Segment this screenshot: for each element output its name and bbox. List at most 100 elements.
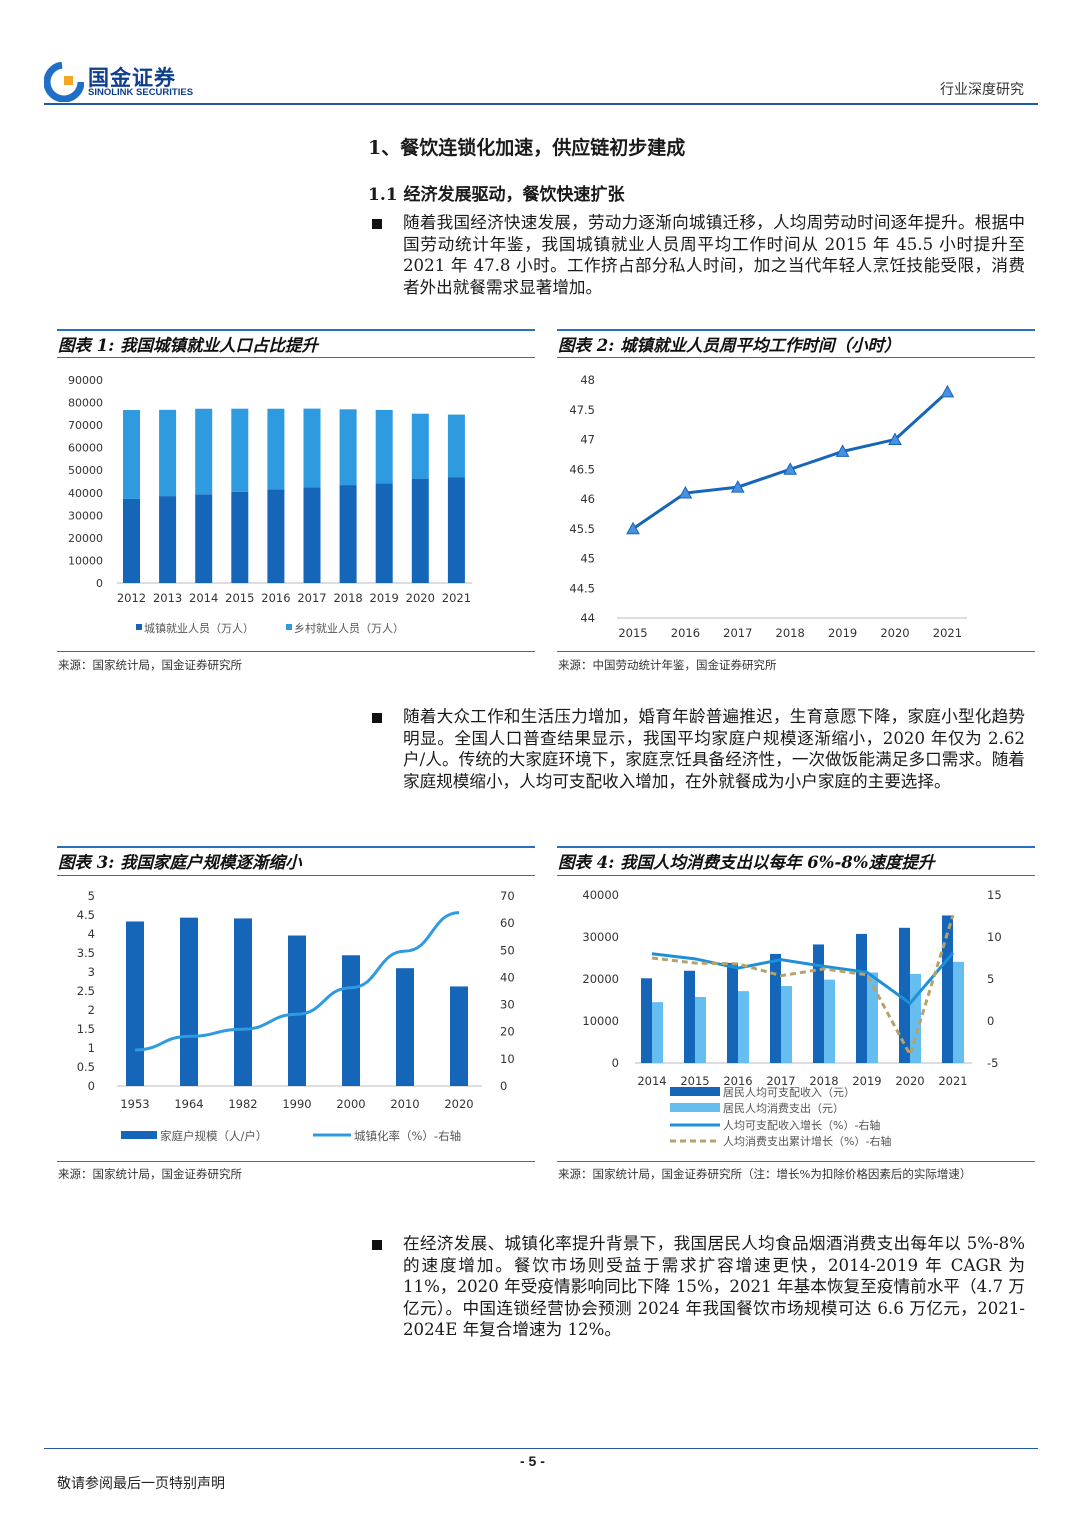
bar-disposable-income xyxy=(813,944,824,1063)
x-tick-label: 1982 xyxy=(228,1097,257,1111)
consumption-growth-line xyxy=(651,914,955,1059)
bar-disposable-income xyxy=(942,915,953,1063)
x-tick-label: 2015 xyxy=(618,626,647,640)
y-tick-label: 45 xyxy=(580,552,595,566)
y-tick-label: 90000 xyxy=(68,374,103,387)
fig2-chart: 44 44.5 45 45.5 46 46.5 47 47.5 48 2015 2016 2017 20… xyxy=(569,373,967,640)
y-tick-label: 20000 xyxy=(582,972,619,986)
fig4-chart: 0 10000 20000 30000 40000 -5 0 5 10 15 2014 2015 201… xyxy=(582,888,1002,1148)
x-tick-label: 2021 xyxy=(933,626,962,640)
bar-urban xyxy=(195,494,213,583)
y-tick-label: 4.5 xyxy=(77,908,95,922)
bar-consumption xyxy=(824,979,835,1063)
legend-swatch xyxy=(286,624,292,630)
data-point xyxy=(888,432,902,445)
fig2-source: 来源：中国劳动统计年鉴，国金证券研究所 xyxy=(558,658,777,672)
bar-disposable-income xyxy=(856,933,867,1063)
legend-swatch-bars xyxy=(121,1131,157,1139)
legend-label: 居民人均消费支出（元） xyxy=(723,1101,844,1115)
bar-consumption xyxy=(867,972,878,1063)
legend-swatch xyxy=(670,1087,720,1096)
x-tick-label: 2010 xyxy=(390,1097,419,1111)
bullet-1 xyxy=(372,219,382,229)
data-point xyxy=(730,480,745,493)
bar-household-size xyxy=(450,986,468,1086)
footer-rule xyxy=(44,1448,1038,1449)
y2-tick-label: 70 xyxy=(500,889,515,903)
y-tick-label: 3 xyxy=(88,965,95,979)
x-tick-label: 2020 xyxy=(880,626,909,640)
y-tick-label: 20000 xyxy=(68,532,103,545)
y-tick-label: 2 xyxy=(88,1003,95,1017)
y-tick-label: 60000 xyxy=(68,442,103,455)
series-line xyxy=(632,390,949,530)
legend-label: 城镇化率（%）-右轴 xyxy=(354,1129,461,1143)
y2-tick-label: 5 xyxy=(987,972,994,986)
bar-rural xyxy=(339,409,357,486)
x-tick-label: 2016 xyxy=(723,1074,752,1088)
x-tick-label: 2018 xyxy=(776,626,805,640)
y-tick-label: 1 xyxy=(88,1041,95,1055)
fig1-bottom-rule xyxy=(57,651,535,652)
x-tick-label: 2020 xyxy=(406,591,435,605)
x-tick-label: 1990 xyxy=(282,1097,311,1111)
x-tick-label: 2015 xyxy=(680,1074,709,1088)
bar-household-size xyxy=(180,917,198,1086)
bar-urban xyxy=(375,483,393,583)
legend-label: 乡村就业人员（万人） xyxy=(294,621,404,635)
legend-label: 城镇就业人员（万人） xyxy=(144,621,254,635)
y-tick-label: 0 xyxy=(612,1056,619,1070)
y2-tick-label: 10 xyxy=(987,930,1002,944)
y-tick-label: 40000 xyxy=(68,487,103,500)
y-tick-label: 10000 xyxy=(68,554,103,567)
y-tick-label: 10000 xyxy=(582,1014,619,1028)
paragraph-2: 随着大众工作和生活压力增加，婚育年龄普遍推迟，生育意愿下降，家庭小型化趋势明显。… xyxy=(403,707,1025,791)
data-point xyxy=(835,444,850,457)
x-tick-label: 2018 xyxy=(809,1074,838,1088)
bar-urban xyxy=(411,478,429,583)
y-tick-label: 30000 xyxy=(582,930,619,944)
fig2-sub-rule xyxy=(557,357,1035,358)
bar-urban xyxy=(339,485,357,583)
fig2-top-rule xyxy=(557,329,1035,331)
y2-tick-label: 0 xyxy=(987,1014,994,1028)
x-tick-label: 2015 xyxy=(225,591,254,605)
bar-rural xyxy=(159,409,177,497)
y-tick-label: 0 xyxy=(96,577,103,590)
x-tick-label: 1953 xyxy=(120,1097,149,1111)
paragraph-1: 随着我国经济快速发展，劳动力逐渐向城镇迁移，人均周劳动时间逐年提升。根据中国劳动… xyxy=(403,213,1025,297)
fig3-top-rule xyxy=(57,846,535,848)
bar-consumption xyxy=(738,991,749,1063)
bar-urban xyxy=(303,487,321,583)
report-type: 行业深度研究 xyxy=(940,82,1024,98)
x-tick-label: 2000 xyxy=(336,1097,365,1111)
fig2-title: 图表 2: 城镇就业人员周平均工作时间（小时） xyxy=(558,336,901,355)
fig3-bottom-rule xyxy=(57,1161,535,1162)
y-tick-label: 30000 xyxy=(68,509,103,522)
bar-disposable-income xyxy=(899,927,910,1063)
y2-tick-label: 0 xyxy=(500,1079,507,1093)
bar-rural xyxy=(447,414,465,478)
fig3-source: 来源：国家统计局，国金证券研究所 xyxy=(58,1167,242,1181)
bar-consumption xyxy=(910,973,921,1063)
bar-urban xyxy=(123,498,140,583)
bar-consumption xyxy=(652,1002,663,1063)
bar-household-size xyxy=(288,935,306,1086)
x-tick-label: 2020 xyxy=(895,1074,924,1088)
fig3-chart: 00.511.522.533.544.550102030405060701953… xyxy=(77,889,515,1143)
bar-household-size xyxy=(342,955,360,1086)
footer-disclaimer: 敬请参阅最后一页特别声明 xyxy=(57,1476,225,1492)
urbanization-line xyxy=(134,911,460,1052)
bar-rural xyxy=(231,408,249,492)
y-tick-label: 0 xyxy=(88,1079,95,1093)
x-tick-label: 2019 xyxy=(370,591,399,605)
y2-tick-label: 40 xyxy=(500,970,515,984)
logo-cn-text: 国金证券 xyxy=(88,66,176,90)
fig4-sub-rule xyxy=(557,875,1035,876)
y-tick-label: 50000 xyxy=(68,464,103,477)
bar-household-size xyxy=(396,968,414,1086)
fig1-top-rule xyxy=(57,329,535,331)
bar-rural xyxy=(303,408,321,488)
y-tick-label: 45.5 xyxy=(569,522,595,536)
x-tick-label: 2013 xyxy=(153,591,182,605)
